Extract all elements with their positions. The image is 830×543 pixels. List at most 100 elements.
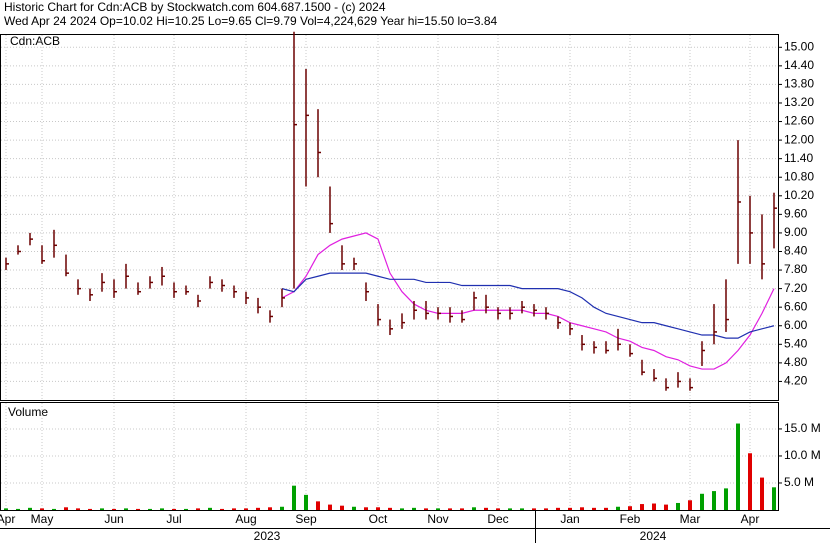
volume-bar	[352, 506, 356, 510]
volume-bar	[16, 508, 20, 510]
y-tick-label: 12.00	[784, 132, 814, 146]
volume-bar	[412, 507, 416, 510]
volume-bar	[472, 507, 476, 510]
volume-bar	[28, 507, 32, 510]
volume-bar	[580, 507, 584, 510]
volume-bar	[628, 506, 632, 510]
volume-bar	[760, 477, 764, 510]
volume-bar	[616, 506, 620, 510]
y-tick-label: 9.60	[784, 207, 808, 221]
y-tick-label: 9.00	[784, 225, 808, 239]
volume-bar	[496, 508, 500, 510]
chart-subtitle: Wed Apr 24 2024 Op=10.02 Hi=10.25 Lo=9.6…	[4, 14, 498, 28]
volume-bar	[676, 502, 680, 510]
volume-bar	[724, 488, 728, 510]
volume-bar	[124, 508, 128, 510]
x-tick-label: Jul	[166, 512, 181, 526]
volume-bar	[268, 507, 272, 510]
x-tick-label: Apr	[741, 512, 760, 526]
volume-bar	[508, 508, 512, 510]
x-tick-label: Apr	[0, 512, 15, 526]
volume-bar	[328, 504, 332, 510]
moving-average	[281, 272, 775, 339]
volume-bar	[304, 494, 308, 510]
volume-bar	[256, 507, 260, 510]
x-tick-label: Nov	[427, 512, 448, 526]
volume-bar	[292, 485, 296, 510]
volume-bar	[640, 504, 644, 510]
y-tick-label: 6.60	[784, 299, 808, 313]
volume-bar	[172, 508, 176, 510]
volume-bar	[568, 507, 572, 510]
volume-bar	[748, 453, 752, 510]
volume-bar	[100, 508, 104, 510]
volume-bar	[652, 503, 656, 510]
volume-bar	[76, 508, 80, 510]
volume-bar	[52, 508, 56, 510]
volume-bar	[376, 507, 380, 510]
x-tick-label: Jun	[104, 512, 123, 526]
volume-bar	[160, 508, 164, 510]
y-tick-label: 10.0 M	[784, 448, 821, 462]
y-tick-label: 15.0 M	[784, 421, 821, 435]
volume-bar	[604, 507, 608, 510]
volume-bar	[556, 507, 560, 510]
volume-label: Volume	[8, 405, 48, 419]
volume-bar	[208, 507, 212, 510]
volume-bar	[196, 508, 200, 510]
x-tick-label: Mar	[680, 512, 701, 526]
y-tick-label: 10.80	[784, 169, 814, 183]
volume-bar	[772, 487, 776, 510]
volume-bar	[664, 504, 668, 510]
price-panel	[0, 34, 779, 401]
volume-bar	[736, 423, 740, 510]
volume-bar	[244, 508, 248, 510]
y-tick-label: 15.00	[784, 39, 814, 53]
y-tick-label: 14.40	[784, 58, 814, 72]
volume-bar	[220, 508, 224, 510]
x-tick-label: Oct	[369, 512, 388, 526]
volume-bar	[592, 507, 596, 510]
y-tick-label: 4.20	[784, 374, 808, 388]
volume-bar	[40, 508, 44, 510]
x-tick-label: May	[31, 512, 54, 526]
volume-bar	[700, 493, 704, 510]
volume-bar	[136, 508, 140, 510]
volume-bar	[184, 508, 188, 510]
volume-bar	[448, 508, 452, 510]
y-tick-label: 7.80	[784, 262, 808, 276]
volume-bar	[424, 508, 428, 510]
y-tick-label: 6.00	[784, 318, 808, 332]
volume-bar	[544, 508, 548, 510]
volume-bar	[340, 505, 344, 510]
y-tick-label: 7.20	[784, 281, 808, 295]
y-tick-label: 8.40	[784, 244, 808, 258]
volume-bar	[364, 507, 368, 510]
volume-bar	[712, 491, 716, 510]
volume-bar	[520, 508, 524, 510]
volume-bar	[148, 508, 152, 510]
y-tick-label: 5.40	[784, 336, 808, 350]
volume-bar	[64, 507, 68, 510]
volume-bar	[532, 508, 536, 510]
y-tick-label: 4.80	[784, 355, 808, 369]
volume-bar	[388, 507, 392, 510]
y-tick-label: 13.20	[784, 95, 814, 109]
y-tick-label: 11.40	[784, 151, 813, 165]
volume-bar	[316, 501, 320, 510]
x-tick-label: Aug	[235, 512, 256, 526]
year-label: 2023	[254, 529, 281, 543]
volume-bar	[280, 506, 284, 510]
chart-title: Historic Chart for Cdn:ACB by Stockwatch…	[4, 0, 386, 14]
volume-bar	[112, 508, 116, 510]
volume-bar	[400, 508, 404, 510]
volume-bar	[460, 508, 464, 510]
moving-average	[281, 232, 775, 370]
volume-bar	[688, 500, 692, 510]
y-tick-label: 5.0 M	[784, 475, 814, 489]
x-tick-label: Sep	[295, 512, 317, 526]
volume-bar	[4, 508, 8, 510]
x-tick-label: Feb	[620, 512, 641, 526]
x-tick-label: Jan	[560, 512, 579, 526]
